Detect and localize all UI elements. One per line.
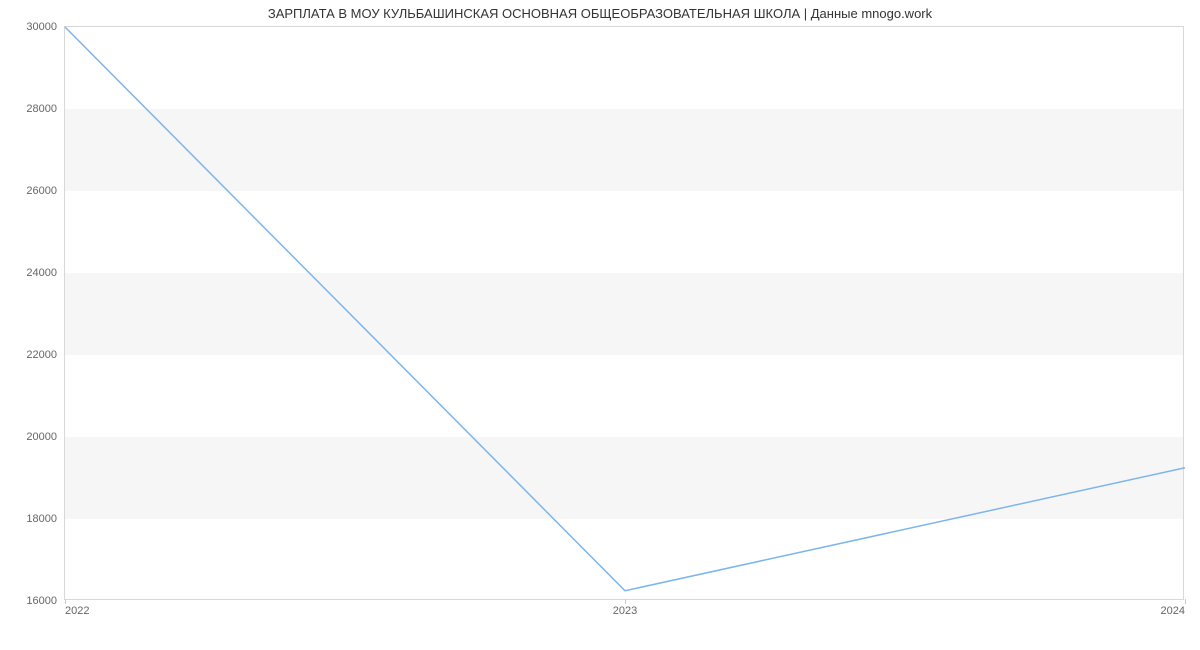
line-layer [65,27,1185,601]
chart-container: ЗАРПЛАТА В МОУ КУЛЬБАШИНСКАЯ ОСНОВНАЯ ОБ… [0,0,1200,650]
y-tick-label: 28000 [26,103,57,115]
x-tick-label: 2023 [613,605,637,617]
x-tick-label: 2022 [65,605,89,617]
y-tick-label: 26000 [26,185,57,197]
y-tick-label: 16000 [26,595,57,607]
x-tick-label: 2024 [1161,605,1185,617]
y-tick-label: 30000 [26,21,57,33]
x-tick-mark [1185,599,1186,604]
y-tick-label: 22000 [26,349,57,361]
y-tick-label: 24000 [26,267,57,279]
chart-title: ЗАРПЛАТА В МОУ КУЛЬБАШИНСКАЯ ОСНОВНАЯ ОБ… [0,6,1200,21]
series-line-salary [65,27,1185,591]
plot-area: 1600018000200002200024000260002800030000… [64,26,1184,600]
y-tick-label: 20000 [26,431,57,443]
x-tick-mark [625,599,626,604]
x-tick-mark [65,599,66,604]
y-tick-label: 18000 [26,513,57,525]
